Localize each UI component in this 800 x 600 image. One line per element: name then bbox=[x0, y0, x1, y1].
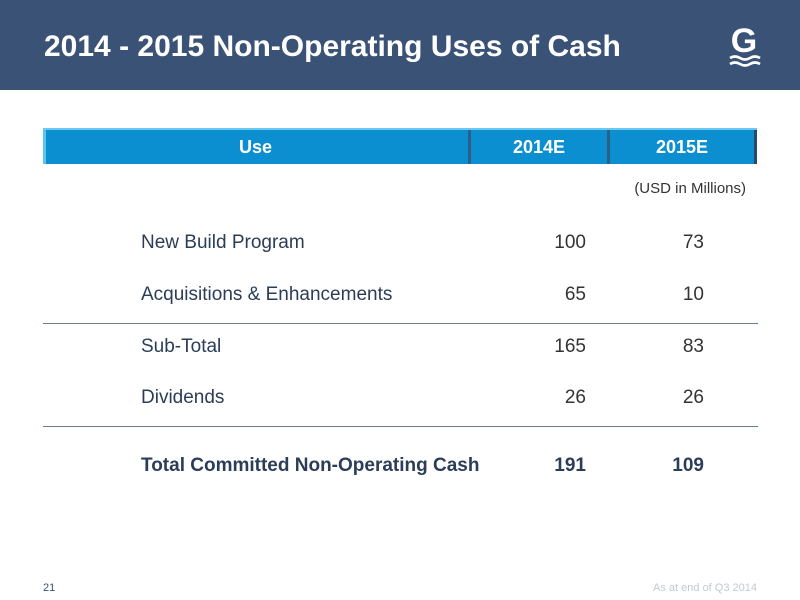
table-row-total: Total Committed Non-Operating Cash 191 1… bbox=[0, 455, 800, 485]
value-2014e: 100 bbox=[554, 232, 586, 253]
value-2014e: 191 bbox=[554, 455, 586, 476]
value-2015e: 10 bbox=[682, 284, 704, 305]
row-label: Sub-Total bbox=[141, 336, 222, 357]
slide-header: 2014 - 2015 Non-Operating Uses of Cash G bbox=[0, 0, 800, 90]
value-2015e: 73 bbox=[682, 232, 704, 253]
table-row: Sub-Total 165 83 bbox=[0, 336, 800, 366]
header-2015e: 2015E bbox=[655, 137, 709, 157]
value-2015e: 109 bbox=[672, 455, 704, 476]
table-row: New Build Program 100 73 bbox=[0, 232, 800, 262]
row-label: Total Committed Non-Operating Cash bbox=[141, 455, 480, 476]
header-edge bbox=[754, 130, 757, 164]
value-2015e: 26 bbox=[682, 387, 704, 408]
company-logo-icon: G bbox=[729, 22, 761, 67]
row-label: New Build Program bbox=[141, 232, 305, 253]
value-2014e: 65 bbox=[564, 284, 586, 305]
row-label: Acquisitions & Enhancements bbox=[141, 284, 393, 305]
header-edge bbox=[43, 130, 46, 164]
row-divider bbox=[43, 426, 758, 427]
table-header: Use 2014E 2015E bbox=[43, 128, 757, 164]
slide-title: 2014 - 2015 Non-Operating Uses of Cash bbox=[44, 30, 621, 63]
header-2014e: 2014E bbox=[512, 137, 566, 157]
header-separator bbox=[607, 130, 610, 164]
row-divider bbox=[43, 323, 758, 324]
footnote: As at end of Q3 2014 bbox=[653, 582, 757, 594]
svg-text:G: G bbox=[731, 22, 757, 60]
value-2015e: 83 bbox=[682, 336, 704, 357]
page-number: 21 bbox=[43, 582, 56, 594]
value-2014e: 165 bbox=[554, 336, 586, 357]
header-use: Use bbox=[238, 137, 273, 157]
value-2014e: 26 bbox=[564, 387, 586, 408]
header-separator bbox=[468, 130, 471, 164]
row-label: Dividends bbox=[141, 387, 225, 408]
table-row: Acquisitions & Enhancements 65 10 bbox=[0, 284, 800, 314]
unit-note: (USD in Millions) bbox=[634, 180, 746, 197]
table-row: Dividends 26 26 bbox=[0, 387, 800, 417]
